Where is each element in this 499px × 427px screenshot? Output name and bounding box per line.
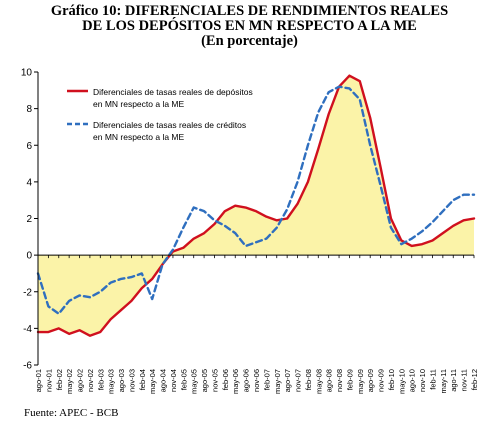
- x-tick-label: ago-06: [242, 369, 251, 392]
- x-tick-label: may-09: [356, 369, 365, 394]
- x-tick-label: may-08: [314, 369, 323, 394]
- legend: Diferenciales de tasas reales de depósit…: [67, 87, 255, 142]
- x-tick-label: ago-01: [34, 369, 43, 392]
- y-tick-label: 6: [26, 141, 32, 152]
- x-tick-label: nov-04: [169, 369, 178, 392]
- x-tick-label: may-10: [397, 369, 406, 394]
- x-tick-label: may-06: [231, 369, 240, 394]
- x-tick-label: feb-08: [304, 369, 313, 390]
- x-tick-label: ago-11: [449, 369, 458, 392]
- x-tick-label: nov-03: [127, 369, 136, 392]
- x-tick-label: nov-05: [210, 369, 219, 392]
- x-tick-label: ago-07: [283, 369, 292, 392]
- y-tick-label: 2: [26, 214, 32, 225]
- x-tick-label: feb-10: [387, 369, 396, 390]
- x-tick-label: nov-08: [335, 369, 344, 392]
- x-tick-label: ago-05: [200, 369, 209, 392]
- y-tick-label: 0: [26, 251, 32, 262]
- x-tick-label: nov-09: [377, 369, 386, 392]
- y-tick-label: 8: [26, 104, 32, 115]
- y-tick-label: 4: [26, 177, 32, 188]
- x-tick-label: may-03: [107, 369, 116, 394]
- x-tick-label: nov-06: [252, 369, 261, 392]
- x-tick-label: nov-11: [460, 369, 469, 391]
- x-tick-label: ago-10: [408, 369, 417, 392]
- x-tick-label: may-04: [148, 369, 157, 394]
- x-tick-label: feb-07: [262, 369, 271, 390]
- chart-title-block: Gráfico 10: DIFERENCIALES DE RENDIMIENTO…: [0, 4, 499, 49]
- y-tick-label: -6: [23, 361, 32, 372]
- x-tick-label: ago-02: [76, 369, 85, 392]
- x-tick-label: feb-02: [55, 369, 64, 390]
- chart-title: Gráfico 10: DIFERENCIALES DE RENDIMIENTO…: [50, 3, 449, 19]
- x-tick-label: feb-06: [221, 369, 230, 390]
- legend-label-depositos: Diferenciales de tasas reales de depósit…: [93, 87, 255, 109]
- x-tick-label: ago-04: [159, 369, 168, 392]
- y-tick-label: 10: [21, 68, 33, 79]
- chart-title-line-2: DE LOS DEPÓSITOS EN MN RESPECTO A LA ME: [82, 18, 417, 34]
- series-line-depositos: [36, 74, 476, 337]
- x-tick-label: may-07: [273, 369, 282, 394]
- x-tick-label: nov-07: [294, 369, 303, 392]
- x-tick-label: feb-12: [470, 369, 479, 390]
- x-tick-label: feb-05: [179, 369, 188, 390]
- x-tick-label: feb-09: [345, 369, 354, 390]
- x-tick-label: ago-03: [117, 369, 126, 392]
- x-tick-label: may-05: [190, 369, 199, 394]
- x-tick-label: feb-04: [138, 369, 147, 390]
- series-line-creditos: [36, 85, 476, 315]
- source-note: Fuente: APEC - BCB: [24, 407, 119, 419]
- x-tick-label: nov-10: [418, 369, 427, 392]
- x-tick-label: ago-09: [366, 369, 375, 392]
- x-tick-label: nov-02: [86, 369, 95, 392]
- x-tick-label: may-02: [65, 369, 74, 394]
- x-tick-label: nov-01: [44, 369, 53, 392]
- x-tick-label: ago-08: [325, 369, 334, 392]
- x-tick-label: may-11: [439, 369, 448, 393]
- y-tick-label: -2: [23, 287, 32, 298]
- legend-label-creditos: Diferenciales de tasas reales de crédito…: [93, 120, 248, 142]
- chart-subtitle: (En porcentaje): [201, 33, 298, 49]
- x-tick-label: feb-11: [428, 369, 437, 390]
- x-tick-label: feb-03: [96, 369, 105, 390]
- y-tick-label: -4: [23, 324, 32, 335]
- area-fill-depositos: [38, 75, 474, 336]
